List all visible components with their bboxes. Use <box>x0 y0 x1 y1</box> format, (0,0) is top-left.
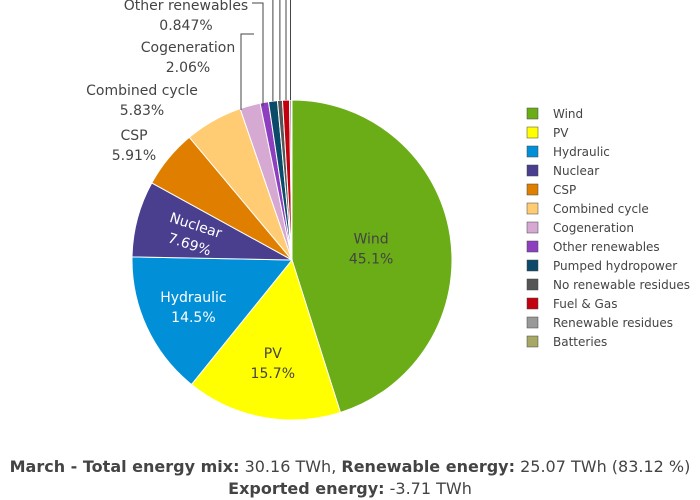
slice-name: CSP <box>120 128 147 144</box>
legend-swatch <box>526 183 539 196</box>
slice-label-hydraulic: Hydraulic 14.5% <box>160 290 226 326</box>
exported-energy-label: Exported energy: <box>228 479 385 498</box>
legend-item-nuclear: Nuclear <box>526 164 599 178</box>
slice-percent: 45.1% <box>349 252 393 268</box>
footer-line-2: Exported energy: -3.71 TWh <box>0 478 700 500</box>
legend-swatch <box>526 240 539 253</box>
legend-swatch <box>526 145 539 158</box>
legend-label: Batteries <box>553 335 607 349</box>
legend-label: No renewable residues <box>553 278 690 292</box>
legend-item-wind: Wind <box>526 107 583 121</box>
legend-swatch <box>526 221 539 234</box>
slice-percent: 0.847% <box>159 18 212 34</box>
legend-swatch <box>526 126 539 139</box>
legend-item-renewable-residues: Renewable residues <box>526 316 673 330</box>
slice-label-pv: PV 15.7% <box>251 346 295 382</box>
legend-swatch <box>526 278 539 291</box>
legend-item-pv: PV <box>526 126 569 140</box>
legend-label: Combined cycle <box>553 202 649 216</box>
legend-item-batteries: Batteries <box>526 335 607 349</box>
renewable-energy-value: 25.07 TWh (83.12 %) <box>515 457 691 476</box>
legend-swatch <box>526 259 539 272</box>
renewable-energy-label: Renewable energy: <box>341 457 515 476</box>
slice-percent: 5.91% <box>112 148 156 164</box>
legend-swatch <box>526 202 539 215</box>
slice-percent: 14.5% <box>171 310 215 326</box>
legend-item-combined-cycle: Combined cycle <box>526 202 649 216</box>
slice-percent: 15.7% <box>251 366 295 382</box>
slice-name: Other renewables <box>124 0 248 14</box>
legend-item-hydraulic: Hydraulic <box>526 145 610 159</box>
legend-swatch <box>526 297 539 310</box>
slice-label-cogeneration: Cogeneration 2.06% <box>141 40 235 76</box>
legend-item-pumped-hydropower: Pumped hydropower <box>526 259 677 273</box>
legend-label: Fuel & Gas <box>553 297 617 311</box>
legend-swatch <box>526 316 539 329</box>
total-energy-label: March - Total energy mix: <box>9 457 240 476</box>
pie-slice-batteries <box>290 99 293 261</box>
pie-slice-wind <box>291 99 453 414</box>
legend-item-csp: CSP <box>526 183 576 197</box>
legend-item-no-renewable-residues: No renewable residues <box>526 278 690 292</box>
slice-label-other-renewables: Other renewables 0.847% <box>124 0 248 34</box>
slice-name: Combined cycle <box>86 83 198 99</box>
legend-swatch <box>526 335 539 348</box>
legend-label: Hydraulic <box>553 145 610 159</box>
slice-label-wind: Wind 45.1% <box>349 232 393 268</box>
slice-name: Wind <box>354 232 389 248</box>
slice-label-csp: CSP 5.91% <box>112 128 156 164</box>
legend-item-other-renewables: Other renewables <box>526 240 660 254</box>
slice-name: Hydraulic <box>160 290 226 306</box>
legend-label: Nuclear <box>553 164 599 178</box>
pie-slices <box>131 99 453 421</box>
slice-name: Cogeneration <box>141 40 235 56</box>
legend-label: CSP <box>553 183 576 197</box>
chart-footer: March - Total energy mix: 30.16 TWh, Ren… <box>0 456 700 500</box>
pie-chart: Wind 45.1%PV 15.7%Hydraulic 14.5%Nuclear7.6… <box>86 0 690 421</box>
legend-item-fuel-gas: Fuel & Gas <box>526 297 617 311</box>
slice-percent: 2.06% <box>166 60 210 76</box>
legend-label: Wind <box>553 107 583 121</box>
legend-swatch <box>526 164 539 177</box>
total-energy-value: 30.16 TWh, <box>239 457 342 476</box>
pie-slice-pv <box>190 258 342 421</box>
legend: Wind PV Hydraulic Nuclear CSP Combined cycle C… <box>526 107 690 349</box>
footer-line-1: March - Total energy mix: 30.16 TWh, Ren… <box>0 456 700 478</box>
pie-slice-hydraulic <box>131 256 294 386</box>
exported-energy-value: -3.71 TWh <box>384 479 472 498</box>
leader-line-other-renewables <box>252 2 264 106</box>
legend-label: Other renewables <box>553 240 660 254</box>
legend-label: Cogeneration <box>553 221 634 235</box>
slice-name: PV <box>264 346 282 362</box>
leader-line-cogeneration <box>240 33 254 110</box>
legend-label: PV <box>553 126 569 140</box>
slice-percent: 5.83% <box>120 103 164 119</box>
legend-label: Pumped hydropower <box>553 259 677 273</box>
legend-item-cogeneration: Cogeneration <box>526 221 634 235</box>
legend-swatch <box>526 107 539 120</box>
legend-label: Renewable residues <box>553 316 673 330</box>
slice-label-combined-cycle: Combined cycle 5.83% <box>86 83 198 119</box>
